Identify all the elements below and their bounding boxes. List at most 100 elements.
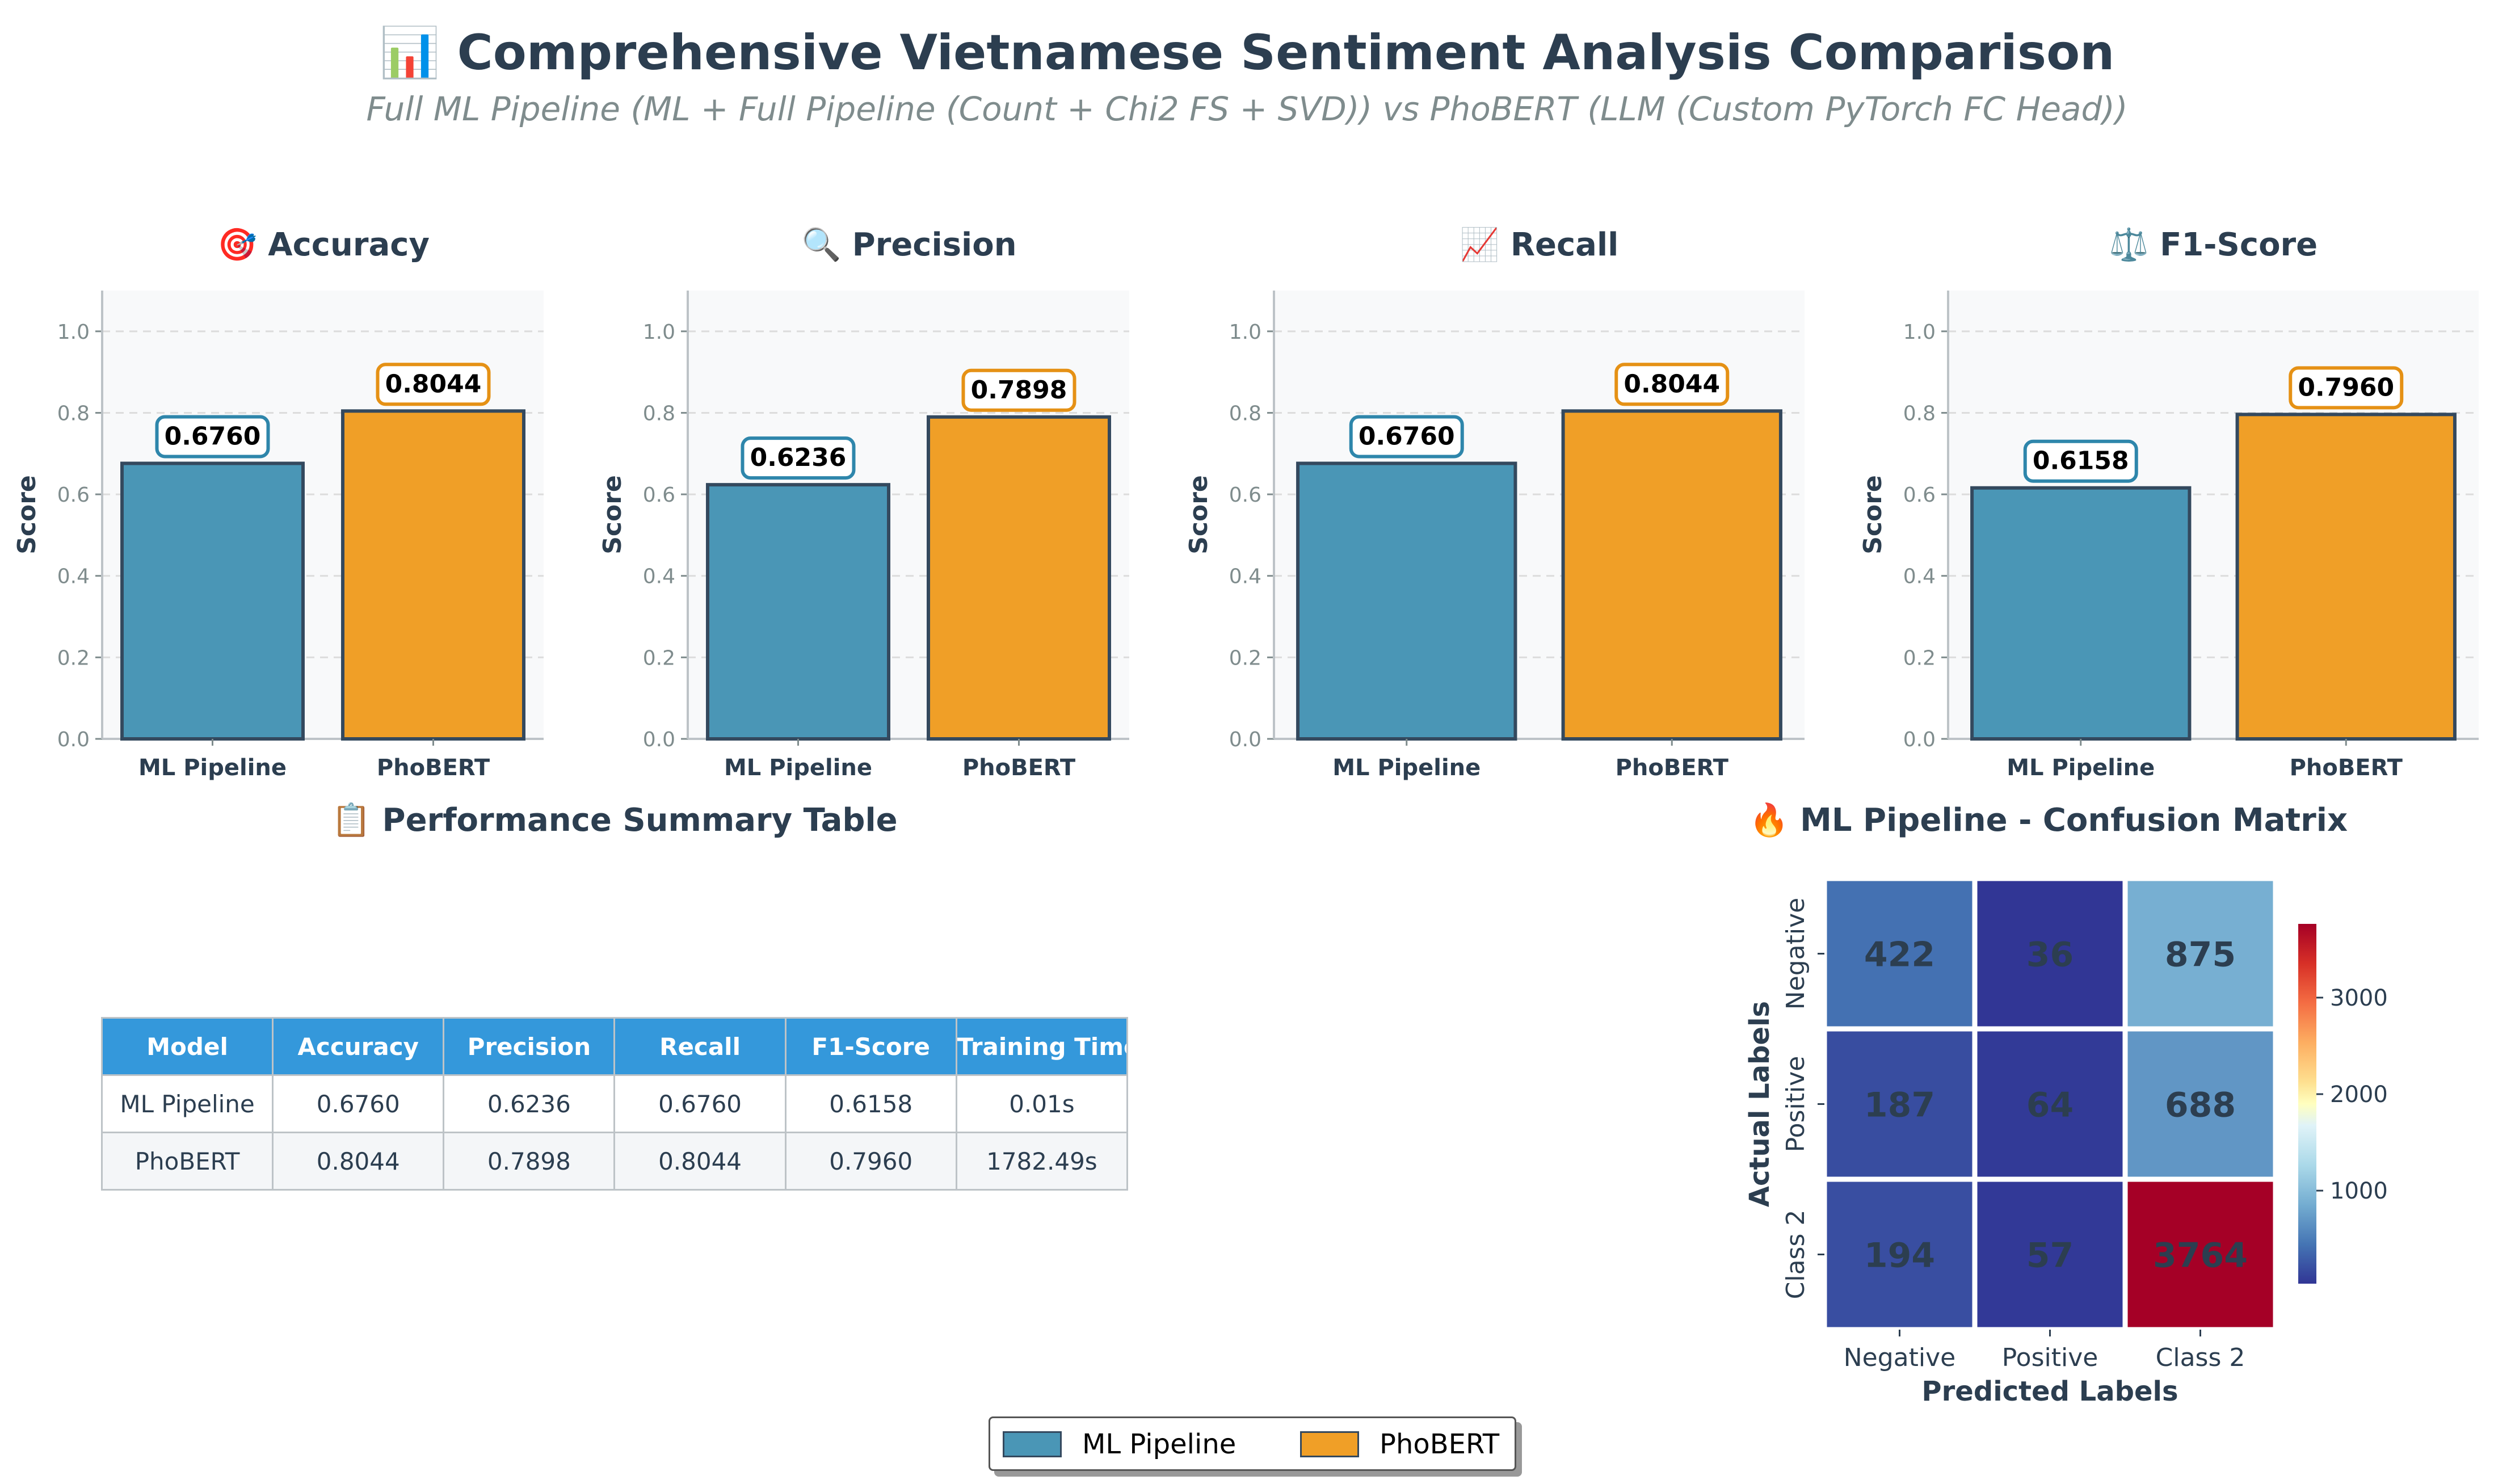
y-tick-label: Class 2 [1781, 1210, 1810, 1300]
y-tick-label: 0.8 [643, 402, 675, 425]
table-row: ML Pipeline 0.6760 0.6236 0.6760 0.6158 … [100, 1074, 1129, 1133]
table-cell: 0.8044 [613, 1132, 787, 1191]
value-label: 0.8044 [1624, 369, 1720, 398]
heatmap-cell [2122, 1176, 2278, 1332]
y-tick-label: 0.6 [643, 484, 675, 507]
value-label: 0.7960 [2298, 373, 2394, 402]
heatmap-cell-value: 3764 [2153, 1236, 2248, 1276]
table-cell: 1782.49s [955, 1132, 1129, 1191]
x-tick-label: ML Pipeline [1332, 755, 1481, 781]
value-label: 0.6760 [165, 422, 261, 451]
y-tick-label: 0.4 [643, 565, 675, 588]
legend-swatch-phobert [1300, 1431, 1359, 1457]
y-tick-label: 0.2 [57, 646, 90, 670]
header-model: Model [100, 1017, 274, 1076]
heatmap-cell-value: 422 [1864, 935, 1935, 975]
legend-label-phobert: PhoBERT [1380, 1428, 1500, 1460]
header-training-time: Training Time [955, 1017, 1129, 1076]
table-row: PhoBERT 0.8044 0.7898 0.8044 0.7960 1782… [100, 1132, 1129, 1191]
y-tick-label: 0.2 [1229, 646, 1261, 670]
heatmap-cell-value: 187 [1864, 1086, 1935, 1125]
table-cell: 0.6236 [443, 1074, 616, 1133]
y-tick-label: 0.2 [643, 646, 675, 670]
recall-chart-title: 📈 Recall [1460, 226, 1619, 263]
header-recall: Recall [613, 1017, 787, 1076]
x-tick-label: Class 2 [2156, 1343, 2245, 1372]
value-label-box [155, 415, 270, 459]
heatmap-cell-value: 57 [2026, 1236, 2074, 1276]
heatmap-cell-value: 194 [1864, 1236, 1935, 1276]
legend-item-ml: ML Pipeline [1003, 1428, 1236, 1460]
heatmap-cell-value: 688 [2165, 1086, 2236, 1125]
y-axis-label: Score [598, 475, 627, 554]
y-tick-label: 0.8 [1903, 402, 1936, 425]
value-label-box [376, 363, 491, 406]
y-axis-label: Score [12, 475, 41, 554]
y-axis-label: Actual Labels [1744, 1001, 1776, 1207]
heatmap-cell [1822, 876, 1978, 1032]
y-tick-label: 0.4 [1903, 565, 1936, 588]
colorbar-tick-label: 3000 [2330, 985, 2388, 1011]
header-precision: Precision [443, 1017, 616, 1076]
y-tick-label: 1.0 [643, 321, 675, 344]
y-tick-label: Negative [1781, 898, 1810, 1010]
table-cell: 0.7898 [443, 1132, 616, 1191]
y-tick-label: 0.0 [1229, 728, 1261, 751]
accuracy-chart-title: 🎯 Accuracy [217, 226, 430, 263]
y-tick-label: 0.8 [1229, 402, 1261, 425]
header-accuracy: Accuracy [272, 1017, 445, 1076]
x-tick-label: ML Pipeline [724, 755, 872, 781]
y-axis-label: Score [1858, 475, 1887, 554]
x-tick-label: PhoBERT [1616, 755, 1729, 781]
x-tick-label: ML Pipeline [138, 755, 287, 781]
table-title: 📋 Performance Summary Table [331, 802, 898, 839]
bar [341, 409, 525, 741]
y-tick-label: 0.8 [57, 402, 90, 425]
y-tick-label: Positive [1781, 1056, 1810, 1153]
heatmap-cell [2122, 1026, 2278, 1182]
value-label: 0.7898 [971, 376, 1067, 405]
bar [1296, 461, 1517, 741]
x-tick-label: ML Pipeline [2007, 755, 2155, 781]
precision-chart-title: 🔍 Precision [801, 226, 1017, 263]
colorbar-tick-label: 1000 [2330, 1178, 2388, 1204]
y-tick-label: 0.4 [57, 565, 90, 588]
legend-label-ml: ML Pipeline [1082, 1428, 1237, 1460]
value-label-box [2023, 439, 2138, 483]
heatmap-cell-value: 36 [2026, 935, 2074, 975]
value-label: 0.8044 [385, 369, 482, 398]
y-tick-label: 0.0 [643, 728, 675, 751]
header-f1: F1-Score [784, 1017, 957, 1076]
colorbar [2298, 924, 2316, 1284]
heatmap-cell-value: 64 [2026, 1086, 2074, 1125]
y-axis-label: Score [1184, 475, 1213, 554]
legend-item-phobert: PhoBERT [1300, 1428, 1499, 1460]
table-cell: 0.6158 [784, 1074, 957, 1133]
table-cell: PhoBERT [100, 1132, 274, 1191]
heatmap-cell [1822, 1176, 1978, 1332]
y-tick-label: 0.0 [57, 728, 90, 751]
table-cell: 0.6760 [613, 1074, 787, 1133]
y-tick-label: 0.6 [1903, 484, 1936, 507]
table-cell: 0.01s [955, 1074, 1129, 1133]
table-cell: 0.7960 [784, 1132, 957, 1191]
value-label-box [2289, 366, 2404, 410]
bar [2235, 413, 2457, 741]
y-tick-label: 0.2 [1903, 646, 1936, 670]
colorbar-tick-label: 2000 [2330, 1082, 2388, 1108]
metric-bar-charts: 0.0 0.2 0.4 0.6 0.8 1.0 Score 0.6760 ML Pipeline… [12, 291, 2479, 781]
value-label-box [1614, 363, 1730, 406]
bar [120, 461, 305, 741]
y-tick-label: 1.0 [1229, 321, 1261, 344]
value-label-box [961, 368, 1076, 412]
heatmap-cell-value: 875 [2165, 935, 2236, 975]
y-tick-label: 0.6 [57, 484, 90, 507]
chart-title: 📊 Comprehensive Vietnamese Sentiment Ana… [379, 24, 2115, 81]
y-tick-label: 1.0 [57, 321, 90, 344]
heatmap-cell [2122, 876, 2278, 1032]
x-tick-label: PhoBERT [2290, 755, 2403, 781]
y-tick-label: 0.6 [1229, 484, 1261, 507]
table-cell: ML Pipeline [100, 1074, 274, 1133]
table-header-row: Model Accuracy Precision Recall F1-Score… [100, 1017, 1129, 1076]
